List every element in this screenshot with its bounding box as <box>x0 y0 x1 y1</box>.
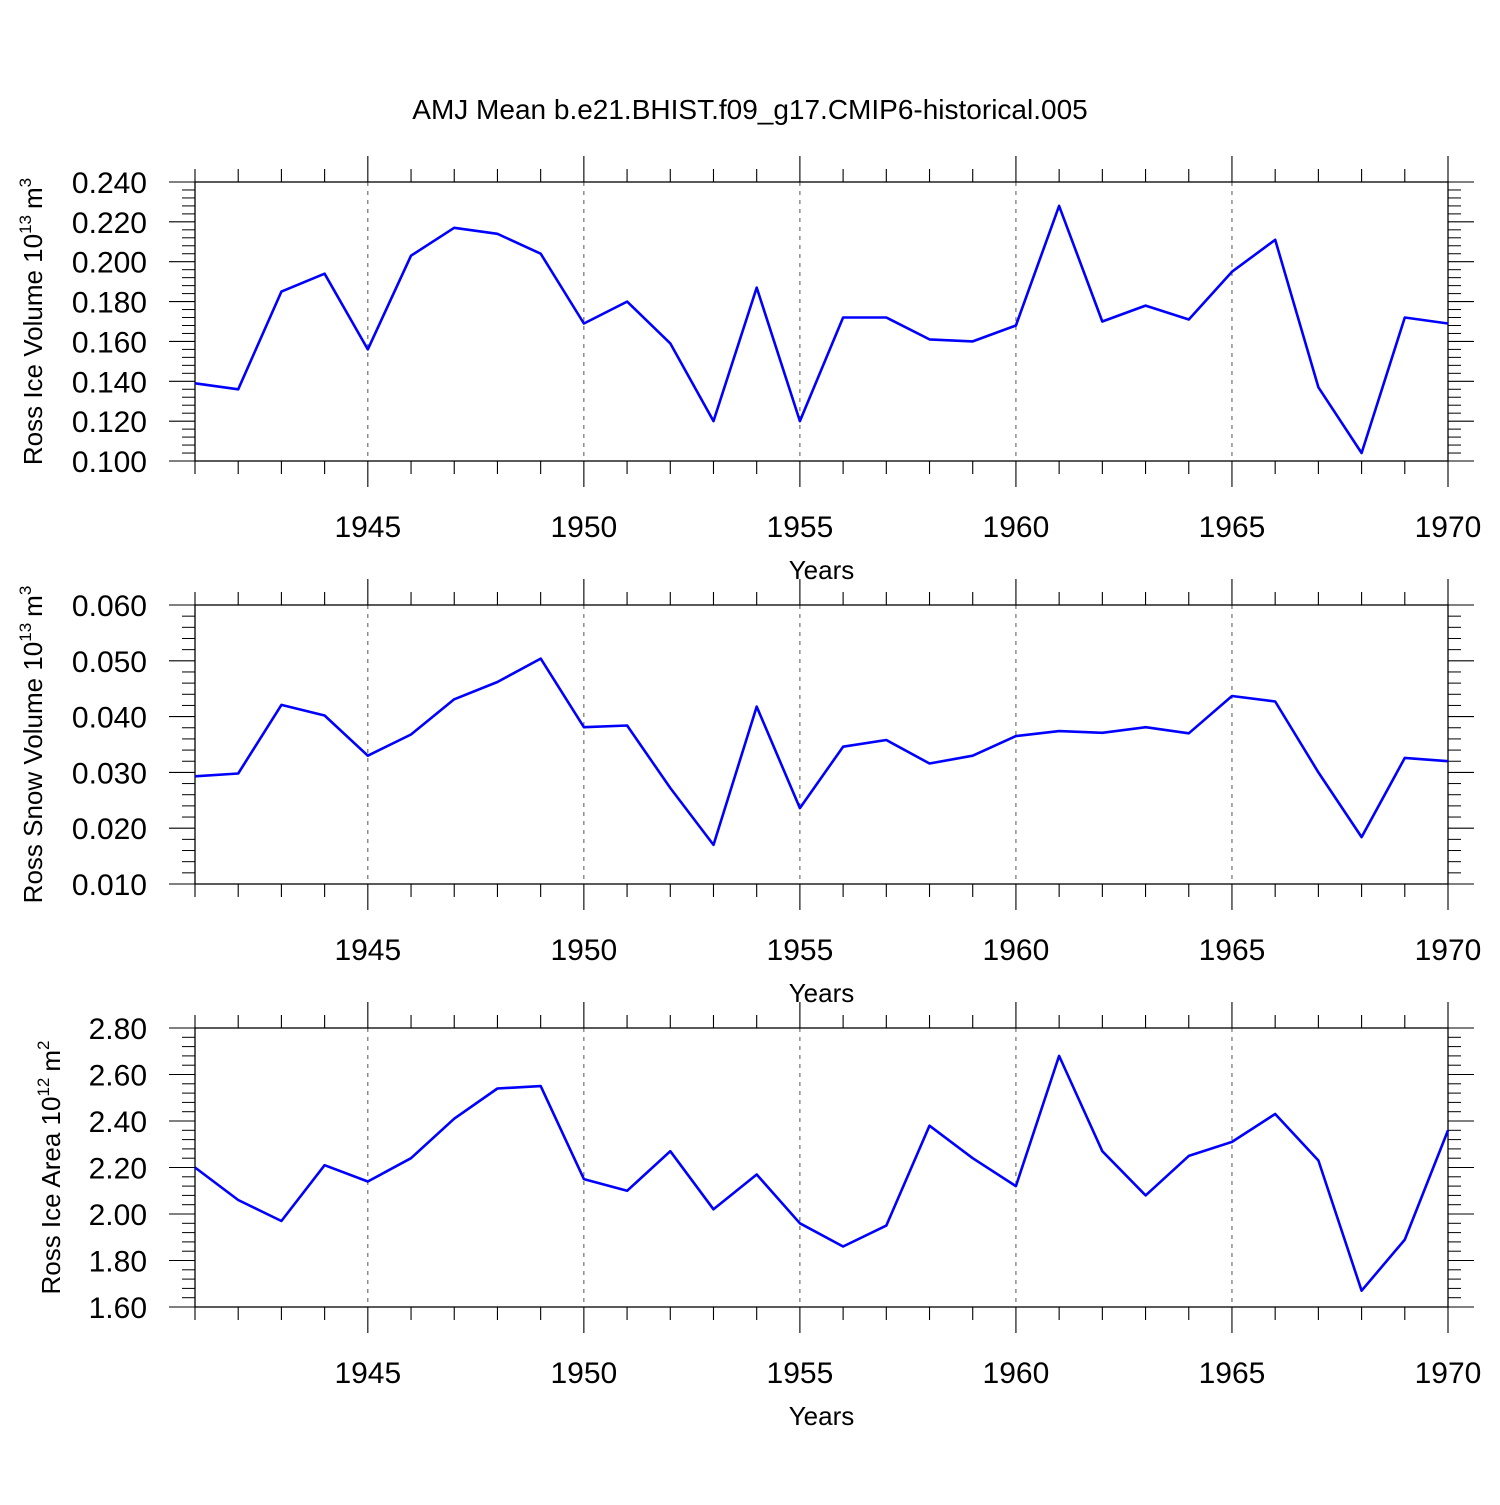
y-tick-label: 0.010 <box>72 869 147 902</box>
y-axis-label-exponent: 12 <box>34 1078 53 1097</box>
x-axis-label: Years <box>789 555 855 585</box>
y-tick-label: 0.220 <box>72 207 147 240</box>
y-axis-label-unit-exponent: 2 <box>34 1040 53 1049</box>
chart-title: AMJ Mean b.e21.BHIST.f09_g17.CMIP6-histo… <box>412 94 1087 125</box>
y-tick-label: 2.40 <box>89 1106 147 1139</box>
x-tick-label: 1960 <box>983 1357 1050 1390</box>
y-tick-label: 0.120 <box>72 406 147 439</box>
y-tick-label: 2.20 <box>89 1153 147 1186</box>
y-tick-label: 0.140 <box>72 366 147 399</box>
y-axis-label: Ross Ice Area 1012 m2 <box>34 1040 66 1294</box>
x-tick-label: 1950 <box>550 511 617 544</box>
y-tick-label: 2.00 <box>89 1199 147 1232</box>
y-tick-label: 0.020 <box>72 813 147 846</box>
y-axis-label: Ross Ice Volume 1013 m3 <box>16 178 48 465</box>
y-tick-label: 0.240 <box>72 167 147 200</box>
panel-1: 0.100 0.120 0.140 0.160 0.180 0.200 0.220 0.240… <box>16 156 1481 585</box>
y-tick-label: 0.180 <box>72 287 147 320</box>
y-axis-label: Ross Snow Volume 1013 m3 <box>16 586 48 904</box>
y-axis-label-unit: m <box>18 187 48 209</box>
y-axis-label-unit-exponent: 3 <box>16 586 35 595</box>
y-axis-label-exponent: 13 <box>16 623 35 642</box>
x-tick-label: 1965 <box>1199 1357 1266 1390</box>
y-tick-label: 0.200 <box>72 247 147 280</box>
y-axis-label-unit-exponent: 3 <box>16 178 35 187</box>
x-tick-label: 1945 <box>334 1357 401 1390</box>
x-axis-label: Years <box>789 1401 855 1431</box>
y-axis-label-unit: m <box>36 1050 66 1072</box>
y-axis-label-unit: m <box>18 595 48 617</box>
x-tick-label: 1955 <box>767 1357 834 1390</box>
y-tick-label: 0.060 <box>72 590 147 623</box>
x-tick-label: 1950 <box>550 1357 617 1390</box>
y-tick-label: 0.040 <box>72 702 147 735</box>
y-tick-label: 1.60 <box>89 1292 147 1325</box>
plot-frame <box>194 1027 1449 1308</box>
x-tick-label: 1960 <box>983 934 1050 967</box>
y-axis-label-text: Ross Ice Volume 10 <box>18 234 48 465</box>
y-tick-label: 2.80 <box>89 1013 147 1046</box>
y-axis-label-text: Ross Snow Volume 10 <box>18 642 48 904</box>
x-tick-label: 1970 <box>1415 511 1482 544</box>
x-tick-label: 1955 <box>767 511 834 544</box>
y-tick-label: 0.100 <box>72 446 147 479</box>
series-line <box>194 204 1449 455</box>
x-tick-label: 1965 <box>1199 934 1266 967</box>
x-tick-label: 1970 <box>1415 934 1482 967</box>
plot-frame <box>194 181 1449 462</box>
chart-panels: 0.100 0.120 0.140 0.160 0.180 0.200 0.220 0.240… <box>16 156 1481 1431</box>
x-axis-label: Years <box>789 978 855 1008</box>
series-line <box>194 1054 1450 1292</box>
y-tick-label: 0.030 <box>72 757 147 790</box>
x-tick-label: 1960 <box>983 511 1050 544</box>
y-tick-label: 2.60 <box>89 1060 147 1093</box>
series-line <box>194 657 1449 847</box>
x-tick-label: 1945 <box>334 934 401 967</box>
plot-frame <box>194 604 1449 885</box>
y-tick-label: 1.80 <box>89 1246 147 1279</box>
panel-2: 0.010 0.020 0.030 0.040 0.050 0.060 1945 1950 19… <box>16 579 1481 1008</box>
x-tick-label: 1945 <box>334 511 401 544</box>
y-axis-label-exponent: 13 <box>16 215 35 234</box>
panel-3: 1.60 1.80 2.00 2.20 2.40 2.60 2.80 1945 1950 1955… <box>34 1002 1481 1431</box>
x-tick-label: 1965 <box>1199 511 1266 544</box>
x-tick-label: 1955 <box>767 934 834 967</box>
x-tick-label: 1950 <box>550 934 617 967</box>
y-tick-label: 0.160 <box>72 326 147 359</box>
y-axis-label-text: Ross Ice Area 10 <box>36 1097 66 1295</box>
x-tick-label: 1970 <box>1415 1357 1482 1390</box>
y-tick-label: 0.050 <box>72 646 147 679</box>
